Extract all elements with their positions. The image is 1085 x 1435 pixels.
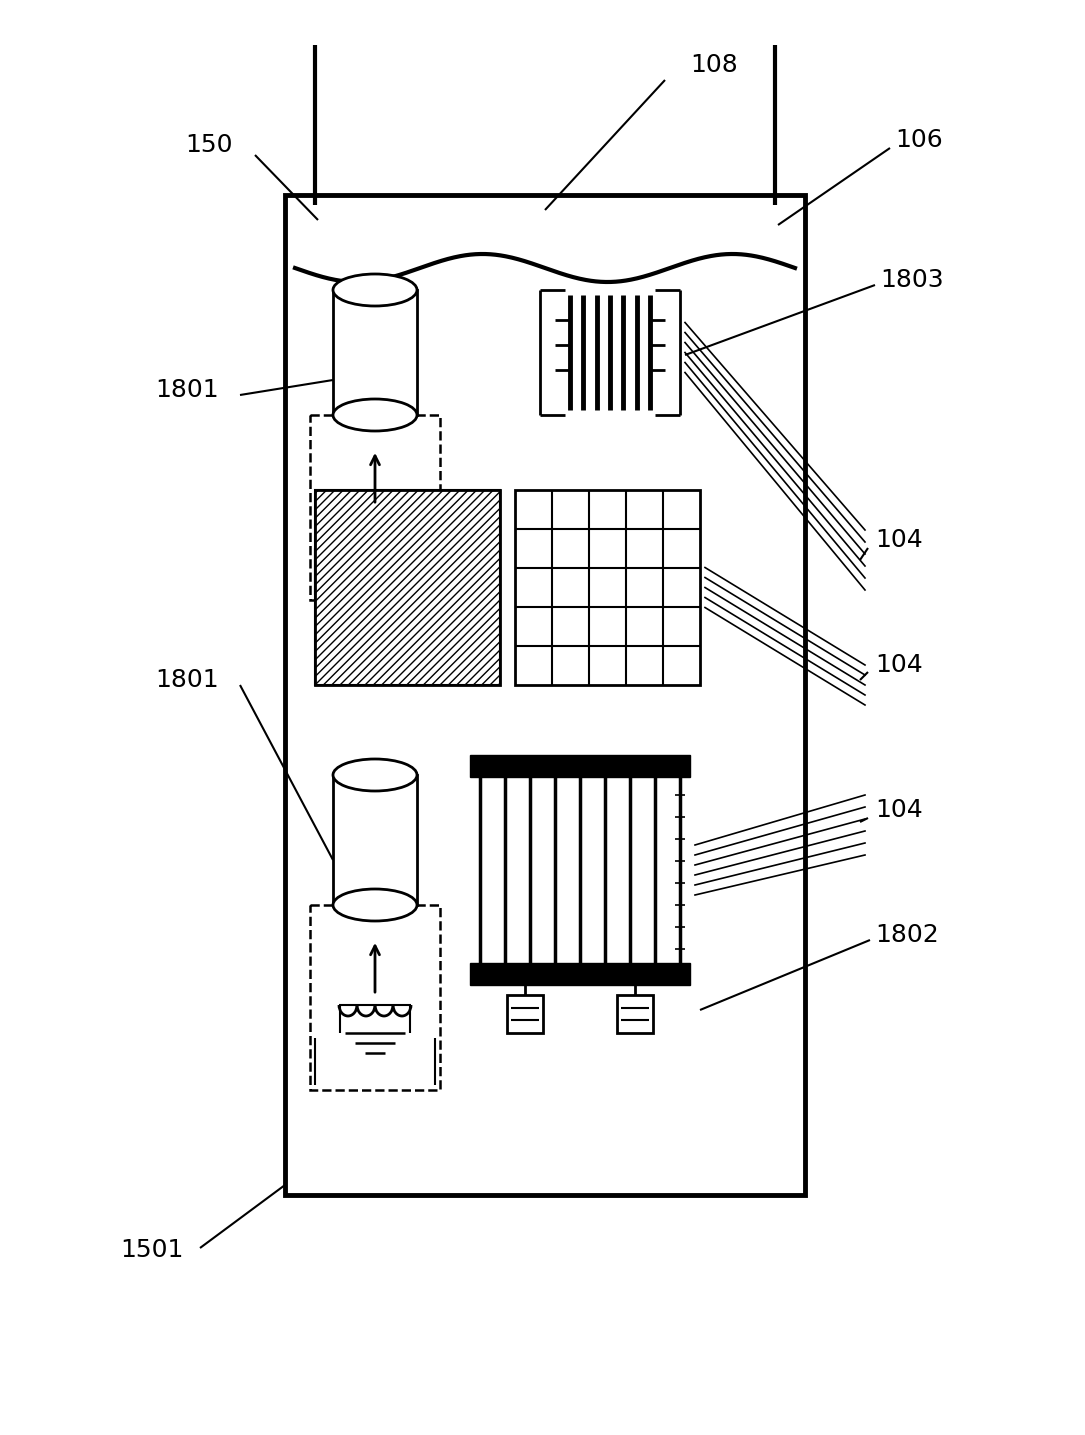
Text: 106: 106 (895, 128, 943, 152)
Bar (310, 415, 441, 600)
Text: 1803: 1803 (880, 268, 944, 291)
Bar (315, 489, 500, 684)
Bar (333, 775, 417, 905)
Text: 150: 150 (186, 133, 232, 156)
Bar (617, 994, 653, 1033)
Bar (285, 195, 805, 1195)
Bar (470, 963, 690, 984)
Text: 1801: 1801 (155, 669, 218, 692)
Text: 108: 108 (690, 53, 738, 77)
Ellipse shape (333, 399, 417, 430)
Bar (470, 755, 690, 776)
Bar (507, 994, 542, 1033)
Text: 104: 104 (875, 653, 922, 677)
Text: 1802: 1802 (875, 923, 939, 947)
Bar (310, 905, 441, 1091)
Ellipse shape (333, 274, 417, 306)
Ellipse shape (333, 759, 417, 791)
Bar (515, 489, 700, 684)
Ellipse shape (333, 890, 417, 921)
Bar (315, 489, 500, 684)
Text: 1501: 1501 (120, 1238, 183, 1261)
Text: 104: 104 (875, 798, 922, 822)
Text: 1801: 1801 (155, 377, 218, 402)
Text: 104: 104 (875, 528, 922, 552)
Bar (333, 290, 417, 415)
